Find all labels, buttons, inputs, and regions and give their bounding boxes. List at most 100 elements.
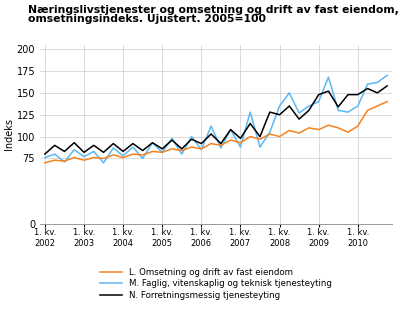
L. Omsetning og drift av fast eiendom [385, 100, 390, 104]
N. Forretningsmessig tjenesteyting [267, 110, 272, 114]
N. Forretningsmessig tjenesteyting [297, 117, 302, 121]
M. Faglig, vitenskaplig og teknisk tjenesteyting [385, 74, 390, 77]
L. Omsetning og drift av fast eiendom [111, 153, 116, 157]
N. Forretningsmessig tjenesteyting [346, 93, 350, 97]
N. Forretningsmessig tjenesteyting [72, 141, 77, 145]
L. Omsetning og drift av fast eiendom [140, 153, 145, 157]
Text: Næringslivstjenester og omsetning og drift av fast eiendom,: Næringslivstjenester og omsetning og dri… [28, 5, 399, 15]
L. Omsetning og drift av fast eiendom [199, 147, 204, 151]
N. Forretningsmessig tjenesteyting [101, 150, 106, 154]
L. Omsetning og drift av fast eiendom [121, 156, 126, 159]
M. Faglig, vitenskaplig og teknisk tjenesteyting [287, 91, 292, 95]
M. Faglig, vitenskaplig og teknisk tjenesteyting [62, 160, 67, 164]
M. Faglig, vitenskaplig og teknisk tjenesteyting [52, 152, 57, 156]
L. Omsetning og drift av fast eiendom [209, 142, 214, 146]
M. Faglig, vitenskaplig og teknisk tjenesteyting [101, 161, 106, 165]
N. Forretningsmessig tjenesteyting [209, 132, 214, 136]
L. Omsetning og drift av fast eiendom [306, 126, 311, 130]
N. Forretningsmessig tjenesteyting [179, 147, 184, 151]
L. Omsetning og drift av fast eiendom [170, 147, 174, 151]
M. Faglig, vitenskaplig og teknisk tjenesteyting [365, 82, 370, 86]
N. Forretningsmessig tjenesteyting [199, 142, 204, 146]
L. Omsetning og drift av fast eiendom [287, 129, 292, 132]
L. Omsetning og drift av fast eiendom [218, 143, 223, 147]
M. Faglig, vitenskaplig og teknisk tjenesteyting [42, 156, 47, 159]
M. Faglig, vitenskaplig og teknisk tjenesteyting [355, 104, 360, 108]
L. Omsetning og drift av fast eiendom [326, 123, 331, 127]
M. Faglig, vitenskaplig og teknisk tjenesteyting [140, 156, 145, 160]
L. Omsetning og drift av fast eiendom [52, 158, 57, 162]
N. Forretningsmessig tjenesteyting [287, 104, 292, 108]
N. Forretningsmessig tjenesteyting [52, 143, 57, 147]
L. Omsetning og drift av fast eiendom [72, 156, 77, 159]
M. Faglig, vitenskaplig og teknisk tjenesteyting [238, 145, 243, 149]
L. Omsetning og drift av fast eiendom [277, 135, 282, 139]
Text: omsetningsindeks. Ujustert. 2005=100: omsetningsindeks. Ujustert. 2005=100 [28, 14, 266, 24]
M. Faglig, vitenskaplig og teknisk tjenesteyting [326, 75, 331, 79]
M. Faglig, vitenskaplig og teknisk tjenesteyting [121, 154, 126, 158]
N. Forretningsmessig tjenesteyting [111, 142, 116, 146]
L. Omsetning og drift av fast eiendom [316, 128, 321, 132]
L. Omsetning og drift av fast eiendom [101, 156, 106, 160]
N. Forretningsmessig tjenesteyting [248, 122, 253, 125]
M. Faglig, vitenskaplig og teknisk tjenesteyting [375, 80, 380, 84]
Y-axis label: Indeks: Indeks [4, 118, 14, 150]
Line: N. Forretningsmessig tjenesteyting: N. Forretningsmessig tjenesteyting [45, 86, 387, 154]
N. Forretningsmessig tjenesteyting [336, 105, 341, 109]
M. Faglig, vitenskaplig og teknisk tjenesteyting [228, 128, 233, 132]
L. Omsetning og drift av fast eiendom [267, 132, 272, 136]
N. Forretningsmessig tjenesteyting [316, 93, 321, 97]
N. Forretningsmessig tjenesteyting [365, 87, 370, 91]
L. Omsetning og drift av fast eiendom [336, 126, 341, 130]
M. Faglig, vitenskaplig og teknisk tjenesteyting [248, 110, 253, 114]
N. Forretningsmessig tjenesteyting [218, 142, 223, 146]
M. Faglig, vitenskaplig og teknisk tjenesteyting [297, 111, 302, 115]
N. Forretningsmessig tjenesteyting [62, 149, 67, 153]
M. Faglig, vitenskaplig og teknisk tjenesteyting [111, 146, 116, 150]
M. Faglig, vitenskaplig og teknisk tjenesteyting [218, 146, 223, 150]
L. Omsetning og drift av fast eiendom [248, 135, 253, 139]
N. Forretningsmessig tjenesteyting [277, 113, 282, 117]
M. Faglig, vitenskaplig og teknisk tjenesteyting [346, 110, 350, 114]
L. Omsetning og drift av fast eiendom [91, 156, 96, 159]
L. Omsetning og drift av fast eiendom [179, 149, 184, 153]
N. Forretningsmessig tjenesteyting [160, 147, 165, 151]
M. Faglig, vitenskaplig og teknisk tjenesteyting [160, 150, 165, 154]
N. Forretningsmessig tjenesteyting [258, 135, 262, 139]
M. Faglig, vitenskaplig og teknisk tjenesteyting [199, 148, 204, 152]
L. Omsetning og drift av fast eiendom [42, 161, 47, 165]
N. Forretningsmessig tjenesteyting [228, 128, 233, 132]
L. Omsetning og drift av fast eiendom [62, 159, 67, 163]
M. Faglig, vitenskaplig og teknisk tjenesteyting [72, 148, 77, 152]
Line: L. Omsetning og drift av fast eiendom: L. Omsetning og drift av fast eiendom [45, 102, 387, 163]
L. Omsetning og drift av fast eiendom [130, 152, 135, 156]
N. Forretningsmessig tjenesteyting [189, 137, 194, 141]
N. Forretningsmessig tjenesteyting [82, 150, 86, 154]
Line: M. Faglig, vitenskaplig og teknisk tjenesteyting: M. Faglig, vitenskaplig og teknisk tjene… [45, 76, 387, 163]
M. Faglig, vitenskaplig og teknisk tjenesteyting [82, 155, 86, 159]
M. Faglig, vitenskaplig og teknisk tjenesteyting [170, 136, 174, 140]
M. Faglig, vitenskaplig og teknisk tjenesteyting [91, 149, 96, 153]
M. Faglig, vitenskaplig og teknisk tjenesteyting [316, 100, 321, 104]
M. Faglig, vitenskaplig og teknisk tjenesteyting [306, 104, 311, 108]
N. Forretningsmessig tjenesteyting [150, 141, 155, 145]
N. Forretningsmessig tjenesteyting [355, 93, 360, 97]
M. Faglig, vitenskaplig og teknisk tjenesteyting [277, 104, 282, 108]
M. Faglig, vitenskaplig og teknisk tjenesteyting [179, 152, 184, 156]
L. Omsetning og drift av fast eiendom [82, 158, 86, 162]
N. Forretningsmessig tjenesteyting [140, 149, 145, 153]
M. Faglig, vitenskaplig og teknisk tjenesteyting [267, 130, 272, 134]
N. Forretningsmessig tjenesteyting [91, 143, 96, 147]
L. Omsetning og drift av fast eiendom [160, 150, 165, 154]
L. Omsetning og drift av fast eiendom [238, 141, 243, 145]
M. Faglig, vitenskaplig og teknisk tjenesteyting [258, 145, 262, 149]
N. Forretningsmessig tjenesteyting [375, 91, 380, 95]
N. Forretningsmessig tjenesteyting [306, 108, 311, 112]
M. Faglig, vitenskaplig og teknisk tjenesteyting [336, 108, 341, 112]
L. Omsetning og drift av fast eiendom [297, 131, 302, 135]
N. Forretningsmessig tjenesteyting [170, 138, 174, 142]
M. Faglig, vitenskaplig og teknisk tjenesteyting [150, 141, 155, 145]
L. Omsetning og drift av fast eiendom [228, 138, 233, 142]
L. Omsetning og drift av fast eiendom [375, 104, 380, 108]
M. Faglig, vitenskaplig og teknisk tjenesteyting [130, 145, 135, 149]
